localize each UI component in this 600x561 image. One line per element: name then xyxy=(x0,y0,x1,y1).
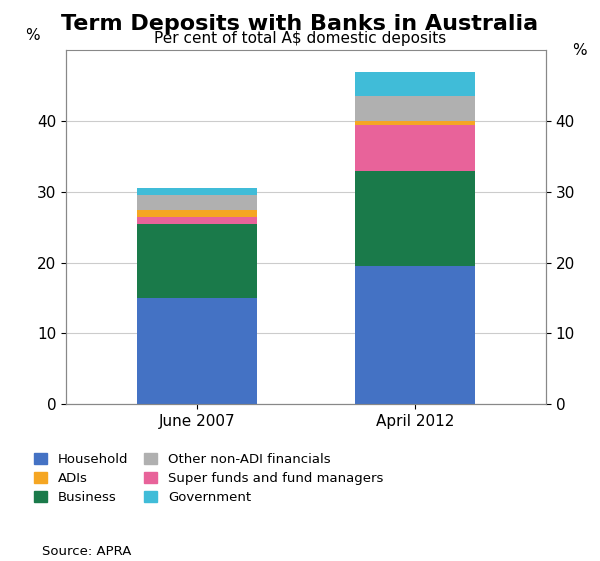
Y-axis label: %: % xyxy=(25,29,40,43)
Text: Per cent of total A$ domestic deposits: Per cent of total A$ domestic deposits xyxy=(154,31,446,46)
Bar xyxy=(355,171,475,266)
Bar xyxy=(355,72,475,96)
Bar xyxy=(137,224,257,298)
Text: Term Deposits with Banks in Australia: Term Deposits with Banks in Australia xyxy=(61,14,539,34)
Bar xyxy=(137,217,257,224)
Y-axis label: %: % xyxy=(572,43,587,58)
Bar xyxy=(355,121,475,125)
Bar xyxy=(355,125,475,171)
Bar xyxy=(355,96,475,121)
Bar xyxy=(137,210,257,217)
Text: Source: APRA: Source: APRA xyxy=(42,545,131,558)
Bar xyxy=(355,266,475,404)
Bar xyxy=(137,298,257,404)
Legend: Household, ADIs, Business, Other non-ADI financials, Super funds and fund manage: Household, ADIs, Business, Other non-ADI… xyxy=(34,453,383,504)
Bar xyxy=(137,188,257,195)
Bar xyxy=(137,195,257,210)
